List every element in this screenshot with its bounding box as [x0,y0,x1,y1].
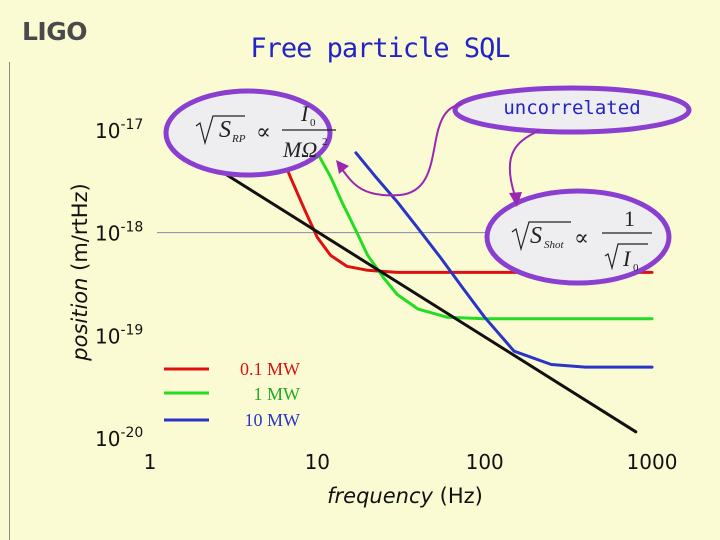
x-axis-label-italic: frequency [327,484,433,508]
shot-num: 1 [624,206,635,231]
y-axis-label: position (m/rtHz) [68,183,92,361]
y-axis-label-unit: (m/rtHz) [68,183,92,277]
series-layer [198,151,654,434]
shot-formula-bubble: S Shot ∝ 1 I 0 [484,188,672,286]
arrow-head-shot [509,192,522,207]
y-tick-label-3: 10-20 [95,425,143,451]
legend: 0.1 MW 1 MW 10 MW [164,359,300,430]
legend-label-2: 10 MW [245,410,301,430]
series-line-0 [278,151,654,274]
x-tick-label-3: 1000 [627,450,678,474]
rp-formula-bubble: S RP ∝ I 0 MΩ 2 [163,88,336,178]
rp-num-sub: 0 [310,117,316,129]
y-tick-label-1: 10-18 [95,220,143,246]
shot-lhs: S [530,223,542,249]
series-line-3 [198,156,638,434]
rp-lhs-sub: RP [231,133,246,145]
shot-lhs-sub: Shot [544,239,565,251]
x-tick-label-0: 1 [144,450,157,474]
arrow-to-rp [340,103,463,197]
slide-title: Free particle SQL [250,33,510,64]
legend-label-1: 1 MW [254,384,301,404]
x-axis-label-unit: (Hz) [433,484,483,508]
uncorrelated-bubble: uncorrelated [452,85,692,135]
x-axis-label: frequency (Hz) [327,484,483,508]
rp-num: I [300,101,310,126]
arrow-head-rp [336,160,349,174]
y-axis-label-italic: position [68,278,92,362]
shot-den: I [622,246,632,271]
propto-symbol: ∝ [256,119,271,144]
series-line-2 [354,151,654,369]
y-tick-label-0: 10-17 [95,117,143,143]
rp-den-sup: 2 [322,136,328,148]
rp-den: MΩ [282,137,317,162]
ligo-logo: LIGO [22,17,88,46]
rp-lhs: S [219,117,231,143]
x-tick-label-1: 10 [305,450,330,474]
annotation-arrows [336,103,541,207]
propto-symbol-2: ∝ [574,225,589,250]
left-rule [9,62,10,540]
arrow-to-shot [508,129,541,197]
legend-label-0: 0.1 MW [240,359,300,379]
series-line-1 [315,151,654,321]
shot-den-sub: 0 [633,262,639,274]
uncorrelated-label: uncorrelated [503,97,640,119]
x-tick-label-2: 100 [466,450,504,474]
y-tick-label-2: 10-19 [95,322,143,348]
